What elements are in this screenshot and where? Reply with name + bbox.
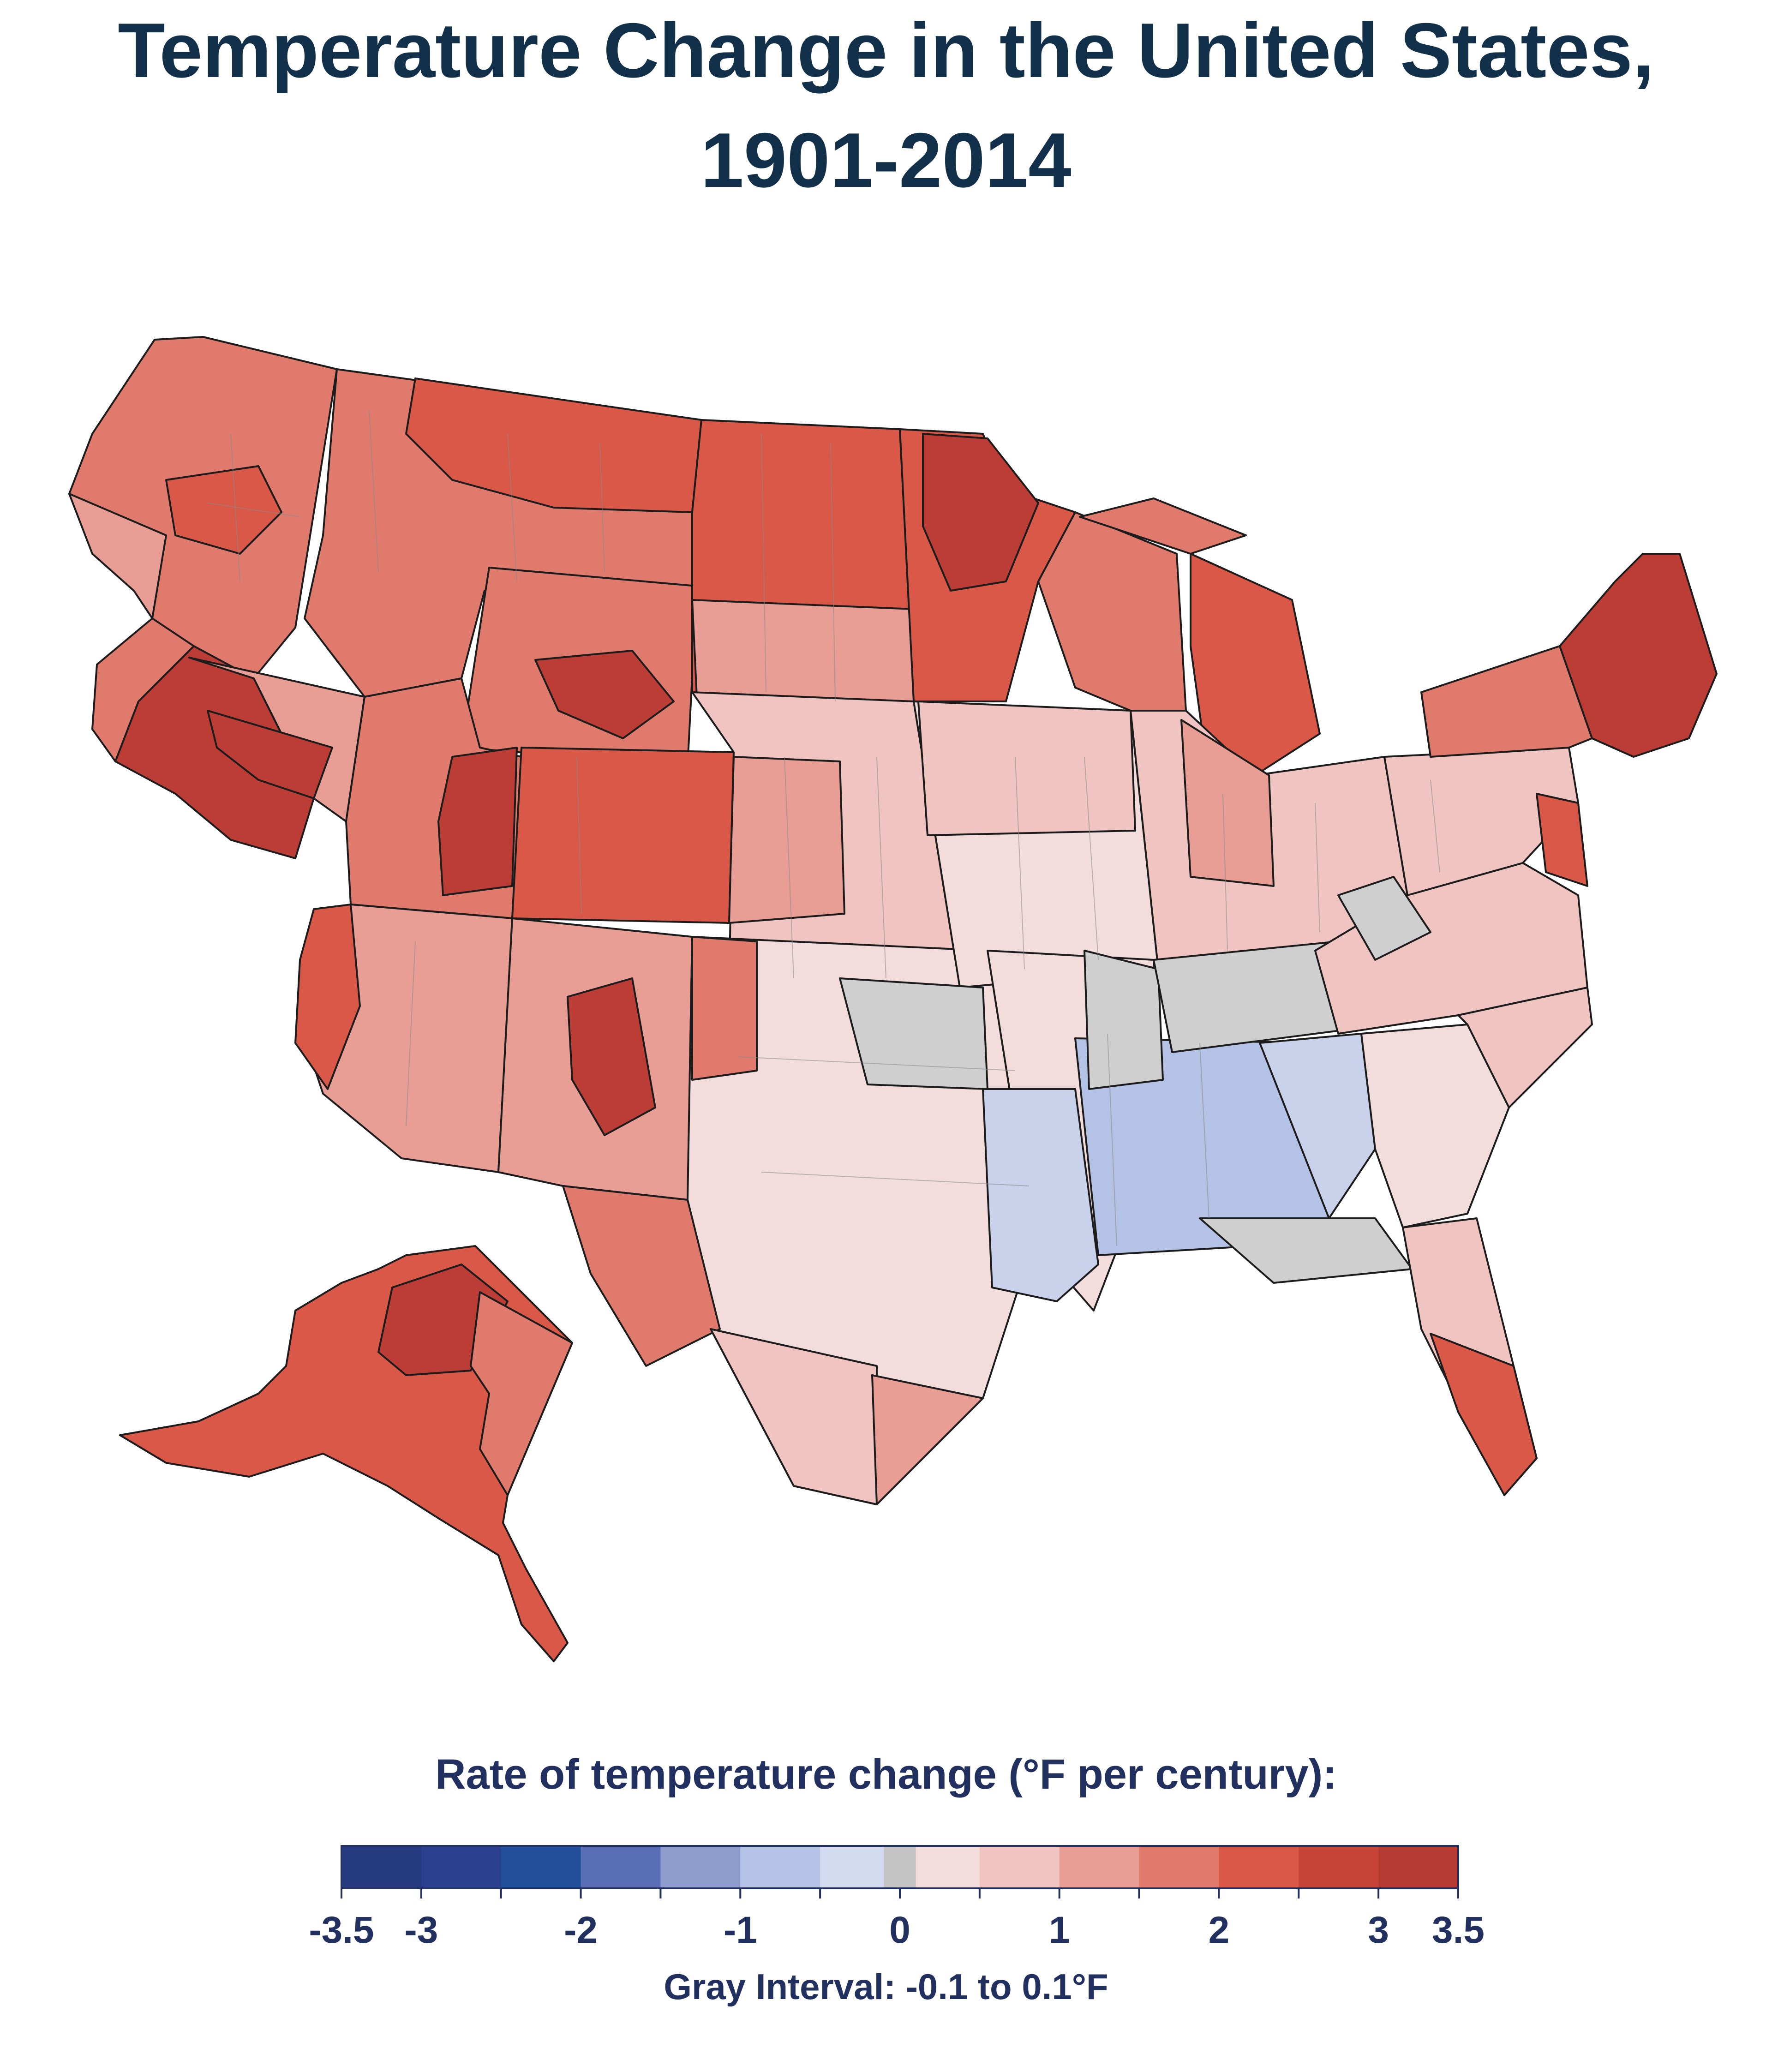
division-line <box>1107 1033 1117 1246</box>
map-region-sd-south <box>691 599 915 702</box>
legend-bin <box>1299 1846 1379 1888</box>
legend-tick-label: 3.5 <box>1432 1909 1485 1951</box>
map-region-nv-south <box>207 710 333 799</box>
division-line <box>507 433 517 582</box>
map-region-ne <box>1559 553 1718 758</box>
legend-bin <box>884 1846 916 1888</box>
division-line <box>1430 779 1440 873</box>
legend-tick-label: 1 <box>1049 1909 1070 1951</box>
map-region-tx-west <box>562 1185 721 1367</box>
legend-bin <box>916 1846 980 1888</box>
legend-bin <box>421 1846 502 1888</box>
legend-bin <box>660 1846 741 1888</box>
division-line <box>784 756 794 979</box>
legend-tick-label: -3 <box>404 1909 438 1951</box>
map-region-ks-west <box>728 756 845 924</box>
map-region-fl-south <box>1430 1333 1538 1496</box>
division-line <box>1315 802 1320 933</box>
map-region-la-blue <box>982 1088 1099 1302</box>
division-line <box>207 503 300 517</box>
map-region-wy-core <box>534 650 675 739</box>
division-line <box>576 756 582 914</box>
division-line <box>1199 1042 1209 1219</box>
map-region-tx-coast <box>871 1374 984 1505</box>
division-line <box>1222 793 1228 951</box>
division-line <box>406 941 416 1126</box>
legend-tick-label: -3.5 <box>309 1909 374 1951</box>
division-line <box>1015 756 1025 970</box>
map-region-ny-north <box>1420 645 1593 758</box>
map-region-ia <box>917 701 1136 836</box>
division-line <box>369 410 379 573</box>
division-line <box>1084 756 1099 960</box>
map-region-nc <box>1457 987 1593 1108</box>
map-region-ga-fl-pan <box>1199 1217 1413 1284</box>
legend-bin <box>341 1846 422 1888</box>
division-line <box>761 1172 1030 1186</box>
color-scale-legend: -3.5 -3 -2 -1 0 1 2 3 3.5 <box>309 1845 1485 1951</box>
division-line <box>830 443 836 702</box>
division-line <box>761 433 766 693</box>
legend-bin <box>740 1846 820 1888</box>
legend-tick-label: 3 <box>1368 1909 1389 1951</box>
division-line <box>876 756 886 979</box>
us-temperature-map <box>68 336 1718 1662</box>
division-line <box>599 443 605 573</box>
legend-bin <box>1139 1846 1219 1888</box>
division-line <box>738 1056 1016 1071</box>
map-region-mi-upper <box>1079 497 1247 555</box>
map-region-ar-east-gray <box>1084 950 1164 1090</box>
map-region-ok-gray <box>839 977 988 1090</box>
map-region-or-ca-coast <box>68 493 167 619</box>
map-region-co <box>511 747 735 924</box>
title-line-2: 1901-2014 <box>700 117 1072 204</box>
legend-tick-label: -2 <box>564 1909 598 1951</box>
legend-title: Rate of temperature change (°F per centu… <box>435 1751 1337 1798</box>
legend-bin <box>1059 1846 1140 1888</box>
gray-interval-note: Gray Interval: -0.1 to 0.1°F <box>664 1966 1108 2007</box>
map-region-nm-core <box>567 977 656 1136</box>
map-region-alaska-se <box>470 1291 573 1496</box>
map-region-az-west <box>294 904 361 1090</box>
map-region-ky-gray <box>1337 876 1431 961</box>
legend-tick-label: 0 <box>889 1909 910 1951</box>
map-region-ca-inland <box>91 617 195 762</box>
map-region-ut-core <box>437 747 518 896</box>
map-region-oh-west <box>1180 719 1275 887</box>
legend-bin <box>820 1846 884 1888</box>
legend-tick-label: 2 <box>1209 1909 1230 1951</box>
legend-bin <box>581 1846 661 1888</box>
chart-title: Temperature Change in the United States,… <box>0 0 1772 215</box>
legend-bin <box>1219 1846 1299 1888</box>
legend-bin <box>979 1846 1060 1888</box>
map-region-mn-north <box>922 433 1039 592</box>
title-line-1: Temperature Change in the United States, <box>118 7 1654 94</box>
legend-bin <box>501 1846 581 1888</box>
map-region-or-central <box>165 465 282 555</box>
map-region-nj-md <box>1536 793 1588 887</box>
legend-tick-label: -1 <box>724 1909 757 1951</box>
legend-bin <box>1378 1846 1459 1888</box>
map-region-tx-panhandle <box>691 936 758 1081</box>
